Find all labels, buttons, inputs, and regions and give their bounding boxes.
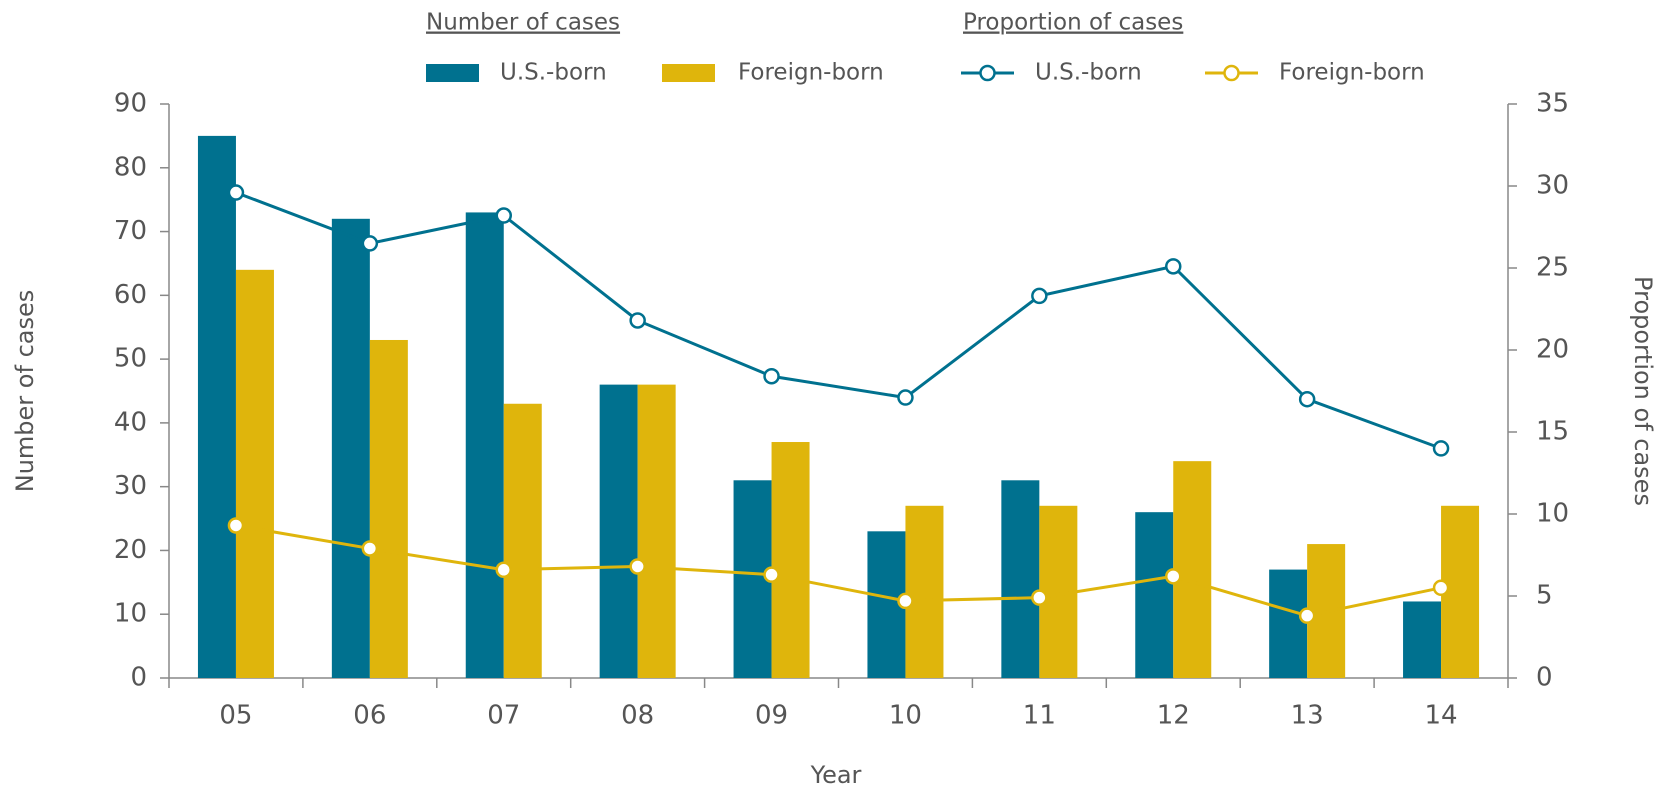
point — [1031, 589, 1048, 606]
legend-label: Foreign-born — [738, 60, 884, 86]
x-tick-label: 12 — [1157, 701, 1190, 731]
point — [629, 312, 646, 329]
legend-label: Foreign-born — [1279, 60, 1425, 86]
y-tick-label: 10 — [114, 599, 147, 629]
y2-tick-label: 15 — [1536, 417, 1569, 447]
y-tick-label: 30 — [114, 471, 147, 501]
point — [361, 235, 379, 252]
bar — [197, 135, 236, 678]
bar — [235, 269, 274, 678]
x-tick-label: 14 — [1425, 701, 1458, 731]
x-tick-label: 09 — [755, 701, 788, 731]
x-tick-label: 11 — [1023, 701, 1056, 731]
x-tick-label: 10 — [889, 701, 922, 731]
x-tick-label: 05 — [219, 701, 252, 731]
line — [235, 524, 1442, 618]
point — [227, 517, 245, 534]
legend-swatch — [426, 64, 479, 82]
legend-title: Proportion of cases — [963, 10, 1183, 36]
y2-tick-label: 25 — [1536, 253, 1569, 283]
point — [361, 540, 379, 557]
point — [763, 367, 780, 385]
point — [1165, 258, 1182, 275]
bar — [771, 442, 810, 678]
bar — [1269, 569, 1308, 678]
point — [227, 184, 245, 201]
bar — [331, 218, 370, 679]
x-tick-label: 07 — [487, 701, 520, 731]
y-tick-label: 50 — [114, 344, 147, 374]
y-tick-label: 60 — [114, 280, 147, 310]
bar — [1135, 512, 1174, 678]
point — [897, 592, 914, 610]
legend-swatch — [662, 64, 715, 82]
y2-axis-label: Proportion of cases — [1629, 276, 1657, 506]
y2-tick-label: 5 — [1536, 581, 1553, 611]
y2-tick-label: 30 — [1536, 171, 1569, 201]
y-tick-label: 0 — [130, 663, 147, 693]
point — [1298, 607, 1316, 624]
point — [763, 566, 780, 583]
y2-tick-label: 10 — [1536, 499, 1569, 529]
y-tick-label: 90 — [114, 89, 147, 119]
legend-swatch — [979, 64, 996, 82]
y-tick-label: 80 — [114, 152, 147, 182]
x-tick-label: 13 — [1291, 701, 1324, 731]
bar — [1001, 480, 1040, 678]
line — [235, 191, 1442, 450]
y2-tick-label: 20 — [1536, 335, 1569, 365]
y2-tick-label: 35 — [1536, 89, 1569, 119]
legend-title: Number of cases — [426, 10, 620, 36]
point — [629, 558, 646, 575]
point — [1432, 579, 1450, 597]
bar — [637, 384, 676, 678]
point — [1031, 287, 1048, 305]
y-tick-label: 20 — [114, 535, 147, 565]
bar — [599, 384, 638, 678]
y-tick-label: 40 — [114, 407, 147, 437]
bar — [1173, 461, 1212, 678]
bar — [465, 212, 504, 678]
bar — [1403, 601, 1442, 678]
bar — [503, 403, 542, 678]
legend-label: U.S.-born — [1035, 60, 1142, 86]
x-axis-label: Year — [810, 761, 862, 789]
point — [1165, 568, 1182, 585]
y-axis-label: Number of cases — [11, 290, 39, 492]
legend-swatch — [1223, 64, 1240, 82]
point — [495, 207, 512, 224]
point — [1432, 440, 1450, 457]
legend-label: U.S.-born — [500, 60, 607, 86]
point — [495, 561, 512, 579]
bar — [905, 505, 944, 678]
bar — [369, 339, 408, 678]
y2-tick-label: 0 — [1536, 663, 1553, 693]
x-tick-label: 08 — [621, 701, 654, 731]
point — [897, 389, 914, 406]
y-tick-label: 70 — [114, 216, 147, 246]
point — [1298, 390, 1316, 408]
x-tick-label: 06 — [353, 701, 386, 731]
